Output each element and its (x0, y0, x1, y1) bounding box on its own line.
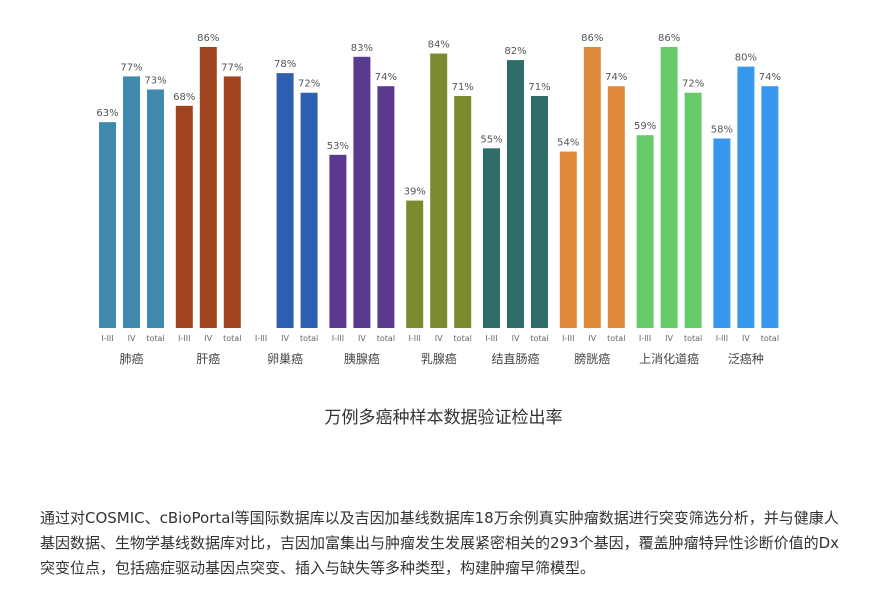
group-label: 乳腺癌 (421, 351, 457, 366)
tick-label: total (223, 334, 241, 343)
data-label: 86% (197, 33, 219, 44)
bar-6-2 (607, 86, 625, 328)
bar-5-0 (483, 148, 500, 328)
data-label: 83% (351, 43, 373, 54)
tick-label: IV (742, 334, 750, 343)
data-label: 74% (605, 72, 627, 83)
bar-6-0 (559, 151, 577, 328)
data-label: 63% (96, 108, 118, 119)
bar-7-1 (660, 47, 678, 328)
bar-2-1 (276, 73, 294, 329)
data-label: 58% (711, 124, 733, 135)
bar-3-1 (353, 56, 371, 328)
data-label: 73% (144, 75, 166, 86)
bar-8-0 (713, 138, 731, 328)
group-label: 结直肠癌 (491, 351, 539, 366)
group-label: 胰腺癌 (344, 351, 380, 366)
tick-label: I-III (639, 334, 651, 343)
data-label: 39% (404, 187, 426, 198)
bar-7-0 (636, 135, 654, 328)
data-label: 82% (504, 46, 526, 57)
bar-4-0 (406, 200, 424, 328)
tick-label: I-III (562, 334, 574, 343)
bar-0-0 (99, 122, 116, 329)
data-label: 84% (428, 40, 450, 51)
tick-label: I-III (409, 334, 421, 343)
bar-7-2 (684, 92, 702, 328)
tick-label: total (454, 334, 472, 343)
data-label: 80% (735, 53, 757, 64)
tick-label: IV (512, 334, 520, 343)
tick-label: IV (665, 334, 673, 343)
group-label: 膀胱癌 (574, 351, 610, 366)
tick-label: total (146, 334, 164, 343)
bar-1-2 (223, 76, 241, 328)
tick-label: total (377, 334, 395, 343)
tick-label: IV (204, 334, 212, 343)
bar-4-1 (430, 53, 448, 329)
data-label: 71% (452, 82, 474, 93)
data-label: 72% (682, 79, 704, 90)
bar-1-1 (199, 47, 217, 328)
bar-8-2 (761, 86, 779, 328)
group-label: 肝癌 (196, 351, 220, 366)
data-label: 54% (557, 138, 579, 149)
tick-label: I-III (332, 334, 344, 343)
bar-5-2 (531, 96, 548, 328)
tick-label: IV (435, 334, 443, 343)
chart-title: 万例多癌种样本数据验证检出率 (324, 408, 563, 428)
tick-label: IV (358, 334, 366, 343)
data-label: 53% (327, 141, 349, 152)
bar-chart: 63%I-III77%IV73%total肺癌68%I-III86%IV77%t… (96, 33, 781, 366)
bar-2-2 (300, 92, 318, 328)
tick-label: I-III (178, 334, 190, 343)
bar-4-2 (454, 96, 472, 328)
bar-3-2 (377, 86, 395, 328)
bar-3-0 (329, 154, 347, 328)
data-label: 86% (658, 33, 680, 44)
data-label: 78% (274, 59, 296, 70)
group-label: 上消化道癌 (639, 351, 699, 366)
data-label: 71% (528, 82, 550, 93)
group-label: 泛癌种 (728, 351, 764, 366)
bar-5-1 (507, 60, 524, 329)
data-label: 74% (759, 72, 781, 83)
data-label: 77% (120, 62, 142, 73)
tick-label: total (530, 334, 548, 343)
bar-0-2 (147, 89, 164, 328)
tick-label: I-III (485, 334, 497, 343)
data-label: 77% (221, 62, 243, 73)
tick-label: I-III (101, 334, 113, 343)
data-label: 72% (298, 79, 320, 90)
bar-6-1 (583, 47, 601, 328)
bar-0-1 (123, 76, 140, 328)
bar-1-0 (175, 105, 193, 328)
group-label: 肺癌 (119, 351, 143, 366)
tick-label: IV (281, 334, 289, 343)
tick-label: total (300, 334, 318, 343)
data-label: 55% (480, 134, 502, 145)
data-label: 68% (173, 92, 195, 103)
tick-label: I-III (255, 334, 267, 343)
data-label: 59% (634, 121, 656, 132)
description-paragraph: 通过对COSMIC、cBioPortal等国际数据库以及吉因加基线数据库18万余… (40, 509, 840, 577)
tick-label: IV (588, 334, 596, 343)
data-label: 86% (581, 33, 603, 44)
data-label: 74% (375, 72, 397, 83)
bar-8-1 (737, 66, 755, 329)
tick-label: total (607, 334, 625, 343)
tick-label: total (684, 334, 702, 343)
tick-label: IV (128, 334, 136, 343)
tick-label: total (761, 334, 779, 343)
tick-label: I-III (716, 334, 728, 343)
group-label: 卵巢癌 (267, 351, 303, 366)
